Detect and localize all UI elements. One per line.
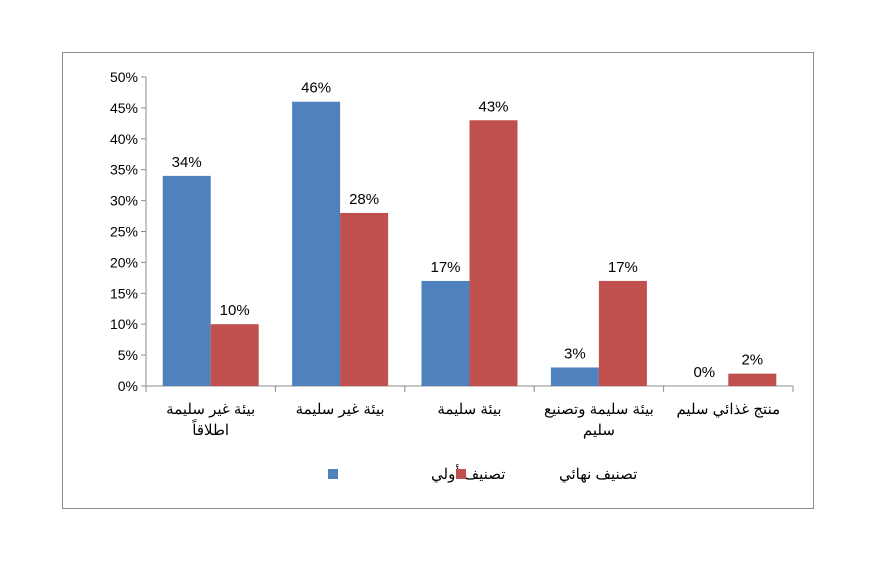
legend-swatch xyxy=(456,469,466,479)
y-tick-label: 15% xyxy=(110,285,138,301)
bar-chart: 0% 5% 10% 15% 20% 25% 30% 35% 40% 45% 50% 34% 10% بيئ… xyxy=(110,69,794,483)
data-label: 17% xyxy=(608,259,638,276)
data-label: 34% xyxy=(172,154,202,171)
legend-swatch xyxy=(328,469,338,479)
y-tick-label: 35% xyxy=(110,162,138,178)
x-category-label: بيئة غير سليمة xyxy=(296,401,385,418)
legend-label: تصنيف نهائي xyxy=(559,466,637,483)
y-tick-label: 40% xyxy=(110,131,138,147)
y-tick-label: 25% xyxy=(110,224,138,240)
y-tick-label: 10% xyxy=(110,316,138,332)
y-tick-label: 30% xyxy=(110,193,138,209)
data-label: 28% xyxy=(349,191,379,208)
bar-initial xyxy=(162,175,211,386)
bar-final xyxy=(598,280,647,386)
bar-final xyxy=(210,324,259,386)
bar-final xyxy=(340,212,389,386)
data-label: 43% xyxy=(478,98,508,115)
y-tick-label: 5% xyxy=(118,347,138,363)
chart-frame: 0% 5% 10% 15% 20% 25% 30% 35% 40% 45% 50% 34% 10% بيئ… xyxy=(62,52,814,509)
x-category-label: سليم xyxy=(583,422,615,439)
legend-label: تصنيف أولي xyxy=(431,464,505,483)
x-category-label: بيئة سليمة وتصنيع xyxy=(544,401,654,418)
x-category-label: بيئة غير سليمة xyxy=(166,401,255,418)
data-label: 3% xyxy=(564,345,586,362)
bar-final xyxy=(728,373,777,386)
x-category-label: منتج غذائي سليم xyxy=(676,401,780,418)
bar-initial xyxy=(421,280,470,386)
y-tick-label: 20% xyxy=(110,254,138,270)
x-category-label: بيئة سليمة xyxy=(437,401,501,418)
y-tick-label: 50% xyxy=(110,69,138,85)
bar-initial xyxy=(550,367,599,386)
y-tick-label: 0% xyxy=(118,378,138,394)
data-label: 46% xyxy=(301,80,331,97)
data-label: 17% xyxy=(430,259,460,276)
bar-initial xyxy=(292,101,341,386)
x-category-label: اطلاقاً xyxy=(192,419,229,439)
bar-final xyxy=(469,120,518,386)
data-label: 10% xyxy=(220,302,250,319)
data-label: 2% xyxy=(741,352,763,369)
data-label: 0% xyxy=(693,364,715,381)
y-tick-label: 45% xyxy=(110,100,138,116)
